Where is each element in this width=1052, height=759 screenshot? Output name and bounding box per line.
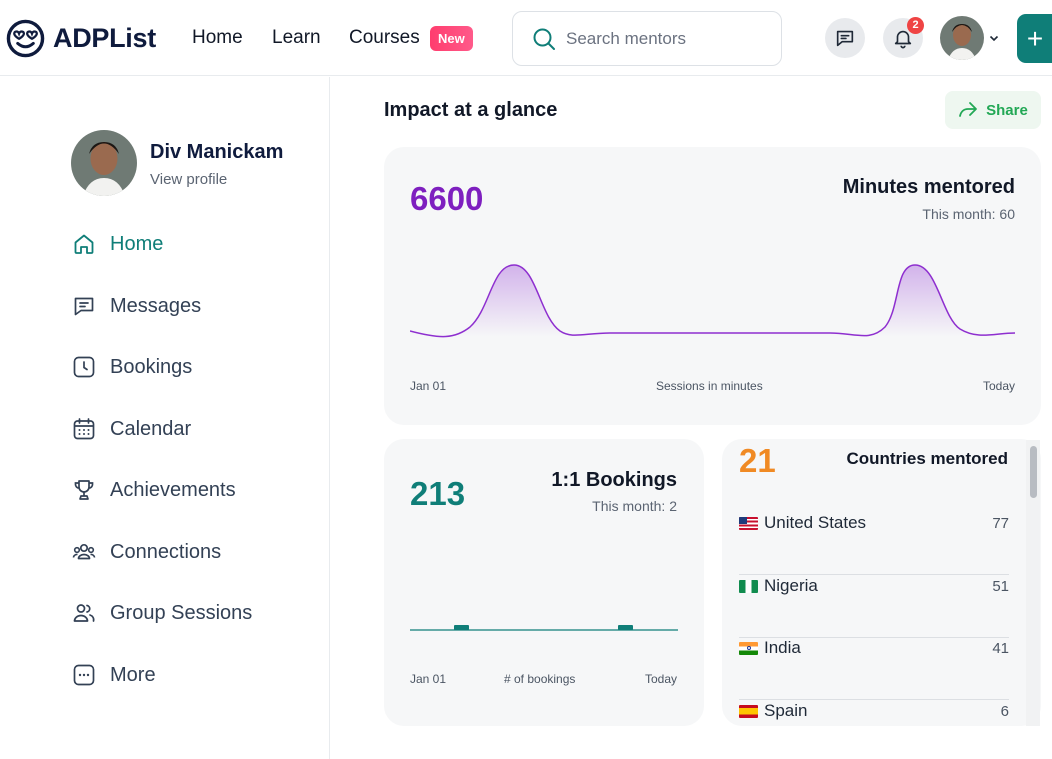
minutes-title: Minutes mentored [842,176,1015,198]
share-label: Share [986,101,1028,119]
bookings-card: 213 1:1 Bookings This month: 2 Jan 01 # … [384,439,704,726]
bookings-axis-end: Today [644,672,677,686]
plus-icon: + [1026,22,1044,54]
countries-scrollbar[interactable] [1026,440,1040,726]
country-name: United States [764,513,867,532]
profile-avatar[interactable] [71,130,137,196]
share-button[interactable]: Share [945,91,1041,129]
minutes-mentored-card: 6600 Minutes mentored This month: 60 Jan… [384,147,1041,425]
countries-total: 21 [739,442,776,479]
view-profile-link[interactable]: View profile [150,171,228,188]
sidebar-item-group-sessions[interactable]: Group Sessions [72,601,252,625]
chevron-down-icon[interactable] [988,32,1000,44]
page-title: Impact at a glance [384,99,558,121]
nav-learn-link[interactable]: Learn [272,27,321,48]
search-input[interactable] [566,28,766,49]
sidebar-item-more[interactable]: More [72,663,156,687]
sidebar-item-label: Connections [110,540,222,563]
scrollbar-thumb[interactable] [1030,446,1037,498]
sidebar-item-bookings[interactable]: Bookings [72,355,192,379]
ng-flag-icon [739,579,758,593]
minutes-axis-label: Sessions in minutes [656,379,763,393]
top-navbar: ADPList Home Learn Courses New 2 [0,0,1052,76]
trophy-icon [74,480,94,500]
bookings-axis-start: Jan 01 [410,672,447,686]
group-icon [73,604,95,622]
bookings-sparkline-chart [410,625,678,631]
country-row: India 41 [739,638,1009,700]
minutes-total: 6600 [410,180,484,217]
bookings-total: 213 [410,475,466,512]
messages-button[interactable] [825,18,865,58]
chat-icon [836,30,854,47]
in-flag-icon [739,641,758,655]
sidebar-item-achievements[interactable]: Achievements [72,478,236,502]
sidebar-item-home[interactable]: Home [72,232,163,256]
search-icon [533,28,555,50]
clock-icon [73,356,95,378]
sidebar-item-label: Group Sessions [110,601,253,624]
bookings-month: This month: 2 [592,498,677,514]
country-count: 41 [992,640,1009,657]
sidebar-item-label: Home [110,232,164,255]
smiley-logo-icon [6,19,45,58]
country-count: 6 [1000,703,1009,720]
brand-name: ADPList [53,23,156,53]
notification-count-badge: 2 [907,17,924,34]
countries-card[interactable]: 21 Countries mentored United States 77 N… [722,439,1041,726]
new-badge: New [430,26,473,51]
profile-photo-icon [71,130,137,196]
minutes-axis-start: Jan 01 [410,379,447,393]
calendar-icon [73,418,95,440]
home-icon [74,234,94,254]
avatar-photo-icon [940,16,984,60]
country-count: 77 [992,515,1009,532]
country-name: Nigeria [764,576,818,595]
bookings-axis-label: # of bookings [504,672,576,686]
share-arrow-icon [959,102,978,117]
sidebar-item-connections[interactable]: Connections [72,540,221,564]
country-count: 51 [992,578,1009,595]
brand-logo[interactable]: ADPList [6,19,156,58]
profile-name: Div Manickam [150,141,284,163]
country-name: Spain [764,701,808,720]
country-name: India [764,638,801,657]
sidebar-item-label: Bookings [110,355,193,378]
minutes-sparkline-chart [410,264,1015,338]
minutes-axis-end: Today [982,379,1015,393]
user-avatar-button[interactable] [940,16,984,60]
connections-icon [72,543,96,560]
create-button[interactable]: + [1017,14,1052,63]
message-icon [74,297,94,316]
sidebar-item-label: Messages [110,294,202,317]
nav-home-link[interactable]: Home [192,27,243,48]
sidebar-item-label: More [110,663,156,686]
more-icon [73,664,95,686]
bookings-title: 1:1 Bookings [551,469,677,491]
sidebar-item-calendar[interactable]: Calendar [72,417,191,441]
country-row: Nigeria 51 [739,576,1009,638]
bell-icon [894,30,912,49]
es-flag-icon [739,704,758,718]
sidebar-item-label: Calendar [110,417,192,440]
country-row: Spain 6 [739,701,1009,726]
search-box[interactable] [512,11,782,66]
us-flag-icon [739,516,758,530]
sidebar: Div Manickam View profile Home Messages … [0,77,330,759]
countries-title: Countries mentored [846,449,1008,468]
sidebar-item-messages[interactable]: Messages [72,294,201,318]
minutes-month: This month: 60 [922,206,1015,222]
nav-courses-link[interactable]: Courses [349,27,420,48]
sidebar-item-label: Achievements [110,478,236,501]
country-row: United States 77 [739,513,1009,575]
